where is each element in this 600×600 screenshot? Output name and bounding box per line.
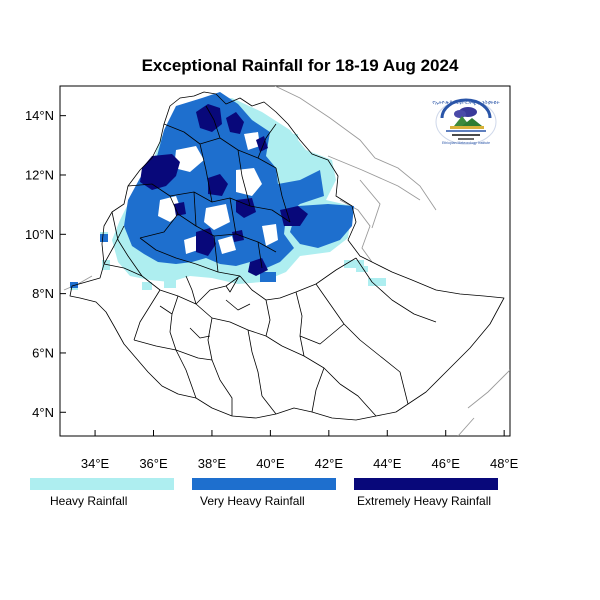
x-tick-label: 42°E [315,456,344,471]
y-tick-label: 8°N [32,286,54,301]
y-tick-label: 12°N [25,167,54,182]
rainfall-gaps [158,132,278,254]
legend-swatch-extremely-heavy [354,478,498,490]
x-tick-label: 38°E [198,456,227,471]
legend-label-extremely-heavy: Extremely Heavy Rainfall [357,494,492,508]
legend-label-heavy: Heavy Rainfall [50,494,128,508]
y-tick-label: 4°N [32,405,54,420]
y-axis: 14°N 12°N 10°N 8°N 6°N 4°N [25,108,66,420]
x-tick-label: 46°E [432,456,461,471]
y-tick-label: 14°N [25,108,54,123]
x-tick-label: 40°E [256,456,285,471]
x-axis: 34°E 36°E 38°E 40°E 42°E 44°E 46°E 48°E [81,430,519,471]
map-title: Exceptional Rainfall for 18-19 Aug 2024 [141,56,459,75]
x-tick-label: 36°E [139,456,168,471]
legend-swatch-heavy [30,478,174,490]
x-tick-label: 44°E [373,456,402,471]
logo-text-bottom: Ethiopian Meteorology Institute [442,141,490,145]
x-tick-label: 34°E [81,456,110,471]
ethiopian-meteorology-institute-logo: የኢትዮጵያ ሚቲዮሮሎጂ ኢንስቲትዩት Ethiopian Meteorol… [432,98,500,145]
y-tick-label: 6°N [32,345,54,360]
y-tick-label: 10°N [25,227,54,242]
logo-text-top: የኢትዮጵያ ሚቲዮሮሎጂ ኢንስቲትዩት [432,100,500,106]
legend-label-very-heavy: Very Heavy Rainfall [200,494,305,508]
x-tick-label: 48°E [490,456,519,471]
legend-swatch-very-heavy [192,478,336,490]
admin-boundaries [69,91,505,421]
